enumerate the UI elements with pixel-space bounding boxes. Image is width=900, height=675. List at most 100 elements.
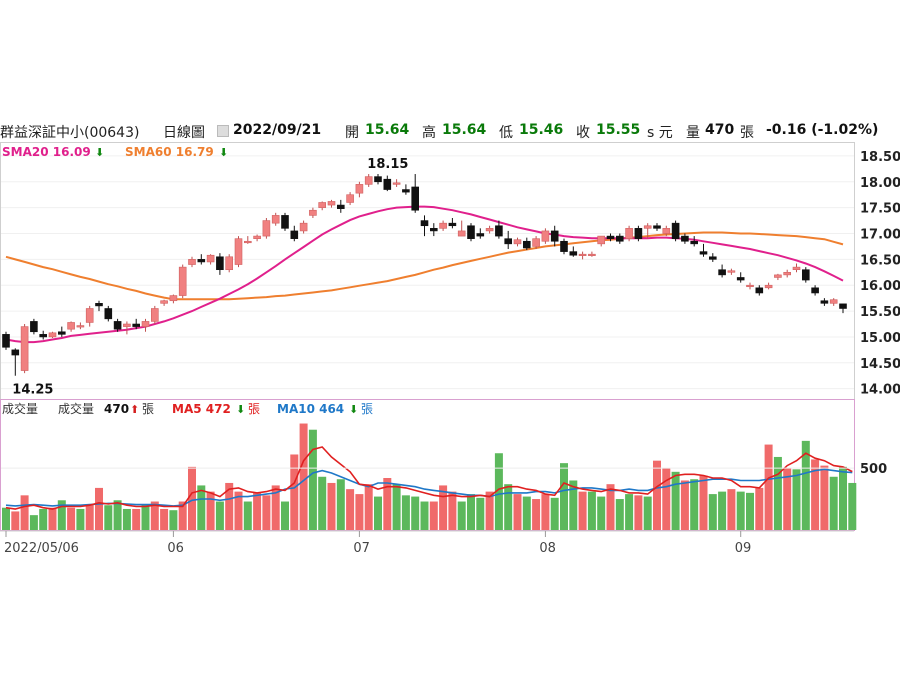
volume-bar xyxy=(439,485,448,530)
volume-bar xyxy=(634,495,643,530)
volume-bar xyxy=(783,468,792,530)
sma60-arrow-icon: ⬇ xyxy=(219,146,228,159)
volume-bar xyxy=(467,494,475,530)
volume-bar xyxy=(457,501,466,530)
volume-bar xyxy=(355,494,364,530)
volume-bar xyxy=(178,501,187,530)
volume-bar xyxy=(820,465,829,530)
candle-body xyxy=(588,253,596,256)
ma10-arrow-icon: ⬇ xyxy=(349,403,358,416)
candle-body xyxy=(48,332,57,338)
volume-bar xyxy=(327,482,336,530)
volume-bar xyxy=(67,507,76,530)
candle-body xyxy=(206,254,215,263)
sma20-legend: SMA20 16.09 xyxy=(2,145,91,159)
volume-bar xyxy=(262,495,271,530)
candle-body xyxy=(485,228,494,232)
candle-body xyxy=(662,228,671,234)
volume-bar xyxy=(95,487,103,530)
candle-body xyxy=(374,176,382,183)
candle-body xyxy=(355,184,364,194)
candle-body xyxy=(225,256,233,271)
volume-bar xyxy=(383,478,392,530)
candle-body xyxy=(411,186,420,211)
candle-body xyxy=(448,222,457,227)
volume-bar xyxy=(764,444,773,530)
candle-body xyxy=(457,230,466,237)
candle-body xyxy=(718,269,726,276)
candle-body xyxy=(113,321,122,330)
volume-bar xyxy=(541,494,550,530)
volume-bar xyxy=(281,501,289,530)
candle-body xyxy=(569,251,578,256)
candle-body xyxy=(690,240,699,245)
candle-body xyxy=(764,284,773,289)
volume-bar xyxy=(122,508,131,530)
volume-bar xyxy=(569,480,578,530)
volume-tick-label: 500 xyxy=(860,462,887,477)
candle-body xyxy=(290,230,299,239)
price-annotation: 18.15 xyxy=(367,157,408,172)
volume-bar xyxy=(420,501,429,530)
volume-label: 量 xyxy=(686,125,700,141)
volume-bar xyxy=(141,504,150,530)
volume-bar xyxy=(532,499,541,530)
candle-body xyxy=(30,321,38,333)
volume-bar xyxy=(253,492,262,530)
candle-body xyxy=(392,182,401,185)
candle-body xyxy=(532,238,540,247)
ma10-legend: MA10 464 xyxy=(277,402,344,416)
candle-body xyxy=(774,274,782,278)
volume-bar xyxy=(346,489,355,530)
volume-bar xyxy=(839,466,847,530)
volume-legend-name: 成交量 xyxy=(58,401,94,416)
volume-bar xyxy=(755,487,764,530)
open-value: 15.64 xyxy=(365,122,410,138)
candle-body xyxy=(597,235,606,245)
volume-bar xyxy=(718,491,727,530)
candle-body xyxy=(504,238,513,245)
candle-body xyxy=(67,322,75,330)
volume-bar xyxy=(169,510,178,530)
candle-body xyxy=(550,230,559,242)
volume-bar xyxy=(113,500,122,530)
volume-bar xyxy=(29,515,38,530)
price-change: -0.16 (-1.02%) xyxy=(766,122,879,138)
candle-body xyxy=(253,235,261,239)
volume-bar xyxy=(392,484,401,530)
volume-bar xyxy=(550,497,559,530)
price-tick-label: 14.00 xyxy=(860,383,900,398)
price-tick-label: 18.00 xyxy=(860,176,900,191)
candle-body xyxy=(820,300,829,304)
candle-body xyxy=(541,230,550,242)
volume-unit: 張 xyxy=(740,125,754,141)
candle-body xyxy=(39,334,48,338)
candle-body xyxy=(625,228,633,239)
ma10-line xyxy=(5,468,853,507)
volume-bar xyxy=(699,475,708,530)
volume-bar xyxy=(374,496,382,530)
sma20-arrow-icon: ⬇ xyxy=(95,146,104,159)
volume-bar xyxy=(411,496,420,530)
candle-body xyxy=(736,277,745,281)
candle-body xyxy=(132,323,140,327)
x-tick-label: 09 xyxy=(735,541,752,556)
volume-bar xyxy=(829,476,838,530)
candle-body xyxy=(271,215,280,224)
calendar-icon[interactable] xyxy=(217,125,229,137)
candle-body xyxy=(699,251,708,255)
volume-bar xyxy=(671,471,680,530)
candle-body xyxy=(364,176,373,185)
candle-body xyxy=(197,259,206,263)
candle-body xyxy=(671,222,680,239)
volume-bar xyxy=(522,496,531,530)
candle-body xyxy=(216,256,224,271)
price-tick-label: 16.00 xyxy=(860,279,900,294)
candle-body xyxy=(839,303,847,309)
candle-body xyxy=(244,240,252,244)
ma5-legend-unit: 張 xyxy=(248,402,260,416)
candle-body xyxy=(346,194,354,203)
volume-value: 470 xyxy=(705,122,735,138)
candle-body xyxy=(11,349,20,356)
candle-body xyxy=(420,220,429,227)
